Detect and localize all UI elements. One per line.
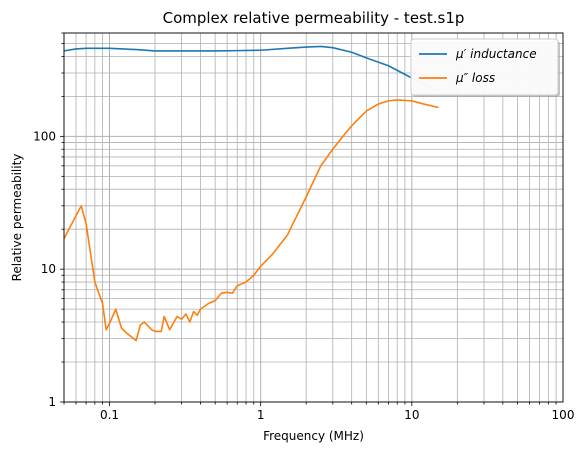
x-axis-label: Frequency (MHz) — [263, 429, 364, 443]
y-axis-label: Relative permeability — [10, 154, 24, 282]
y-tick-label: 10 — [41, 262, 56, 276]
y-tick-label: 1 — [48, 395, 56, 409]
plot-frame — [63, 32, 564, 403]
x-tick-label: 1 — [257, 408, 265, 422]
legend-box — [410, 38, 559, 96]
series-lines — [64, 45, 439, 342]
x-tick-label: 0.1 — [100, 408, 119, 422]
x-tick-label: 100 — [552, 408, 575, 422]
legend-label: μ″ loss — [455, 71, 495, 85]
legend-label: μ′ inductance — [455, 47, 537, 61]
grid — [63, 32, 563, 403]
x-tick-label: 10 — [404, 408, 419, 422]
y-tick-label: 100 — [33, 129, 56, 143]
chart-title: Complex relative permeability - test.s1p — [163, 9, 465, 27]
series-line-loss — [64, 99, 439, 342]
legend: μ′ inductance μ″ loss — [410, 38, 560, 97]
axis-ticks: 0.1 1 10 100 1 10 100 — [33, 32, 575, 422]
series-line-inductance — [64, 45, 439, 92]
